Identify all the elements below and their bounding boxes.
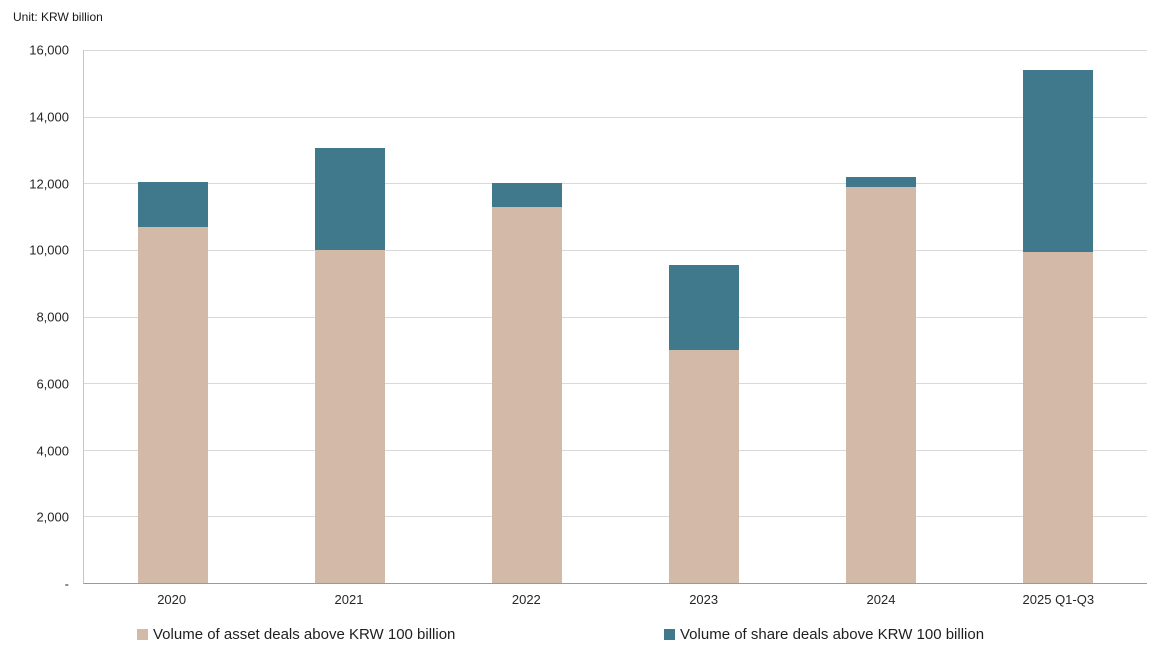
bar-segment <box>314 249 385 583</box>
bar-segment <box>669 264 740 350</box>
stacked-bar-2025 Q1-Q3 <box>1023 50 1094 583</box>
category-slot <box>261 50 438 583</box>
gridline <box>84 183 1147 185</box>
bar-segment <box>491 183 562 207</box>
y-axis: 16,000 14,000 12,000 10,000 8,000 6,000 4,000 2… <box>0 43 75 592</box>
gridline <box>84 50 1147 51</box>
stacked-bar-2023 <box>669 50 740 583</box>
y-tick-label: 2,000 <box>36 509 69 525</box>
gridline <box>84 249 1147 251</box>
stacked-bar-2022 <box>491 50 562 583</box>
gridline <box>84 383 1147 385</box>
legend-label: Volume of share deals above KRW 100 bill… <box>680 626 985 643</box>
bar-segment <box>846 186 917 583</box>
category-slot <box>84 50 261 583</box>
legend-item-asset-deals: Volume of asset deals above KRW 100 bill… <box>137 626 455 643</box>
x-axis: 2020 2021 2022 2023 2024 2025 Q1-Q3 <box>83 592 1147 607</box>
bar-segment <box>846 176 917 187</box>
x-tick-label: 2020 <box>157 592 187 607</box>
y-tick-label: 14,000 <box>29 109 69 125</box>
bar-segment <box>137 181 208 227</box>
y-tick-label: - <box>64 576 69 592</box>
category-slot <box>793 50 970 583</box>
gridline <box>84 449 1147 451</box>
x-tick-label: 2023 <box>689 592 719 607</box>
legend: Volume of asset deals above KRW 100 bill… <box>0 626 1168 648</box>
stacked-bar-2021 <box>314 50 385 583</box>
bar-segment <box>669 349 740 583</box>
category-slot <box>970 50 1147 583</box>
share-deals-swatch-icon <box>664 629 675 640</box>
bar-segment <box>314 148 385 250</box>
asset-deals-swatch-icon <box>137 629 148 640</box>
y-tick-label: 16,000 <box>29 42 69 58</box>
unit-label: Unit: KRW billion <box>13 10 103 24</box>
x-tick-label: 2022 <box>511 592 541 607</box>
bar-segment <box>1023 70 1094 252</box>
stacked-bar-2024 <box>846 50 917 583</box>
y-tick-label: 10,000 <box>29 242 69 258</box>
gridline <box>84 316 1147 318</box>
x-tick-label: 2021 <box>334 592 364 607</box>
bars-container <box>84 50 1147 583</box>
gridline <box>84 516 1147 518</box>
stacked-bar-2020 <box>137 50 208 583</box>
gridline <box>84 116 1147 118</box>
y-tick-label: 12,000 <box>29 176 69 191</box>
legend-item-share-deals: Volume of share deals above KRW 100 bill… <box>664 626 984 643</box>
bar-segment <box>1023 251 1094 583</box>
x-tick-label: 2024 <box>866 592 896 607</box>
category-slot <box>438 50 615 583</box>
y-tick-label: 4,000 <box>36 443 69 458</box>
legend-label: Volume of asset deals above KRW 100 bill… <box>153 626 456 643</box>
y-tick-label: 6,000 <box>36 376 69 392</box>
x-tick-label: 2025 Q1-Q3 <box>1022 592 1095 607</box>
bar-segment <box>491 206 562 583</box>
plot-area <box>83 50 1147 584</box>
category-slot <box>616 50 793 583</box>
y-tick-label: 8,000 <box>36 309 69 325</box>
bar-segment <box>137 226 208 583</box>
